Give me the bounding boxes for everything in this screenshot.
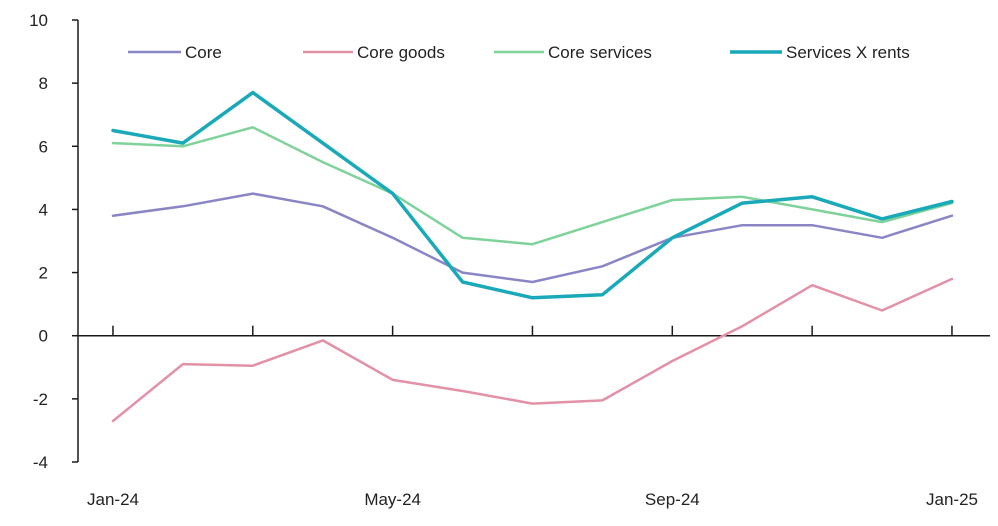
- y-tick-label: -4: [33, 453, 48, 472]
- y-tick-label: 6: [39, 137, 48, 156]
- x-tick-label: Jan-25: [926, 490, 978, 509]
- series-line-core-goods: [111, 277, 954, 423]
- legend: Core Core goods Core services Services X re…: [128, 43, 910, 62]
- y-tick-label: 4: [39, 200, 48, 219]
- series-line-core-services: [111, 126, 954, 246]
- series-line-services-x-rents: [111, 90, 954, 300]
- y-tick-label: 10: [29, 11, 48, 30]
- x-tick-label: Sep-24: [645, 490, 700, 509]
- y-axis: 10 8 6 4 2 0 -2 -4: [29, 11, 79, 472]
- x-axis: Jan-24 May-24 Sep-24 Jan-25: [78, 325, 990, 509]
- series-line-core: [111, 192, 954, 284]
- y-tick-label: 2: [39, 264, 48, 283]
- legend-label: Core: [185, 43, 222, 62]
- x-tick-label: May-24: [364, 490, 421, 509]
- legend-label: Core services: [548, 43, 652, 62]
- y-tick-label: 8: [39, 74, 48, 93]
- y-tick-label: -2: [33, 390, 48, 409]
- series-lines: [111, 90, 954, 423]
- x-tick-label: Jan-24: [87, 490, 139, 509]
- legend-label: Services X rents: [786, 43, 910, 62]
- y-tick-label: 0: [39, 327, 48, 346]
- legend-label: Core goods: [357, 43, 445, 62]
